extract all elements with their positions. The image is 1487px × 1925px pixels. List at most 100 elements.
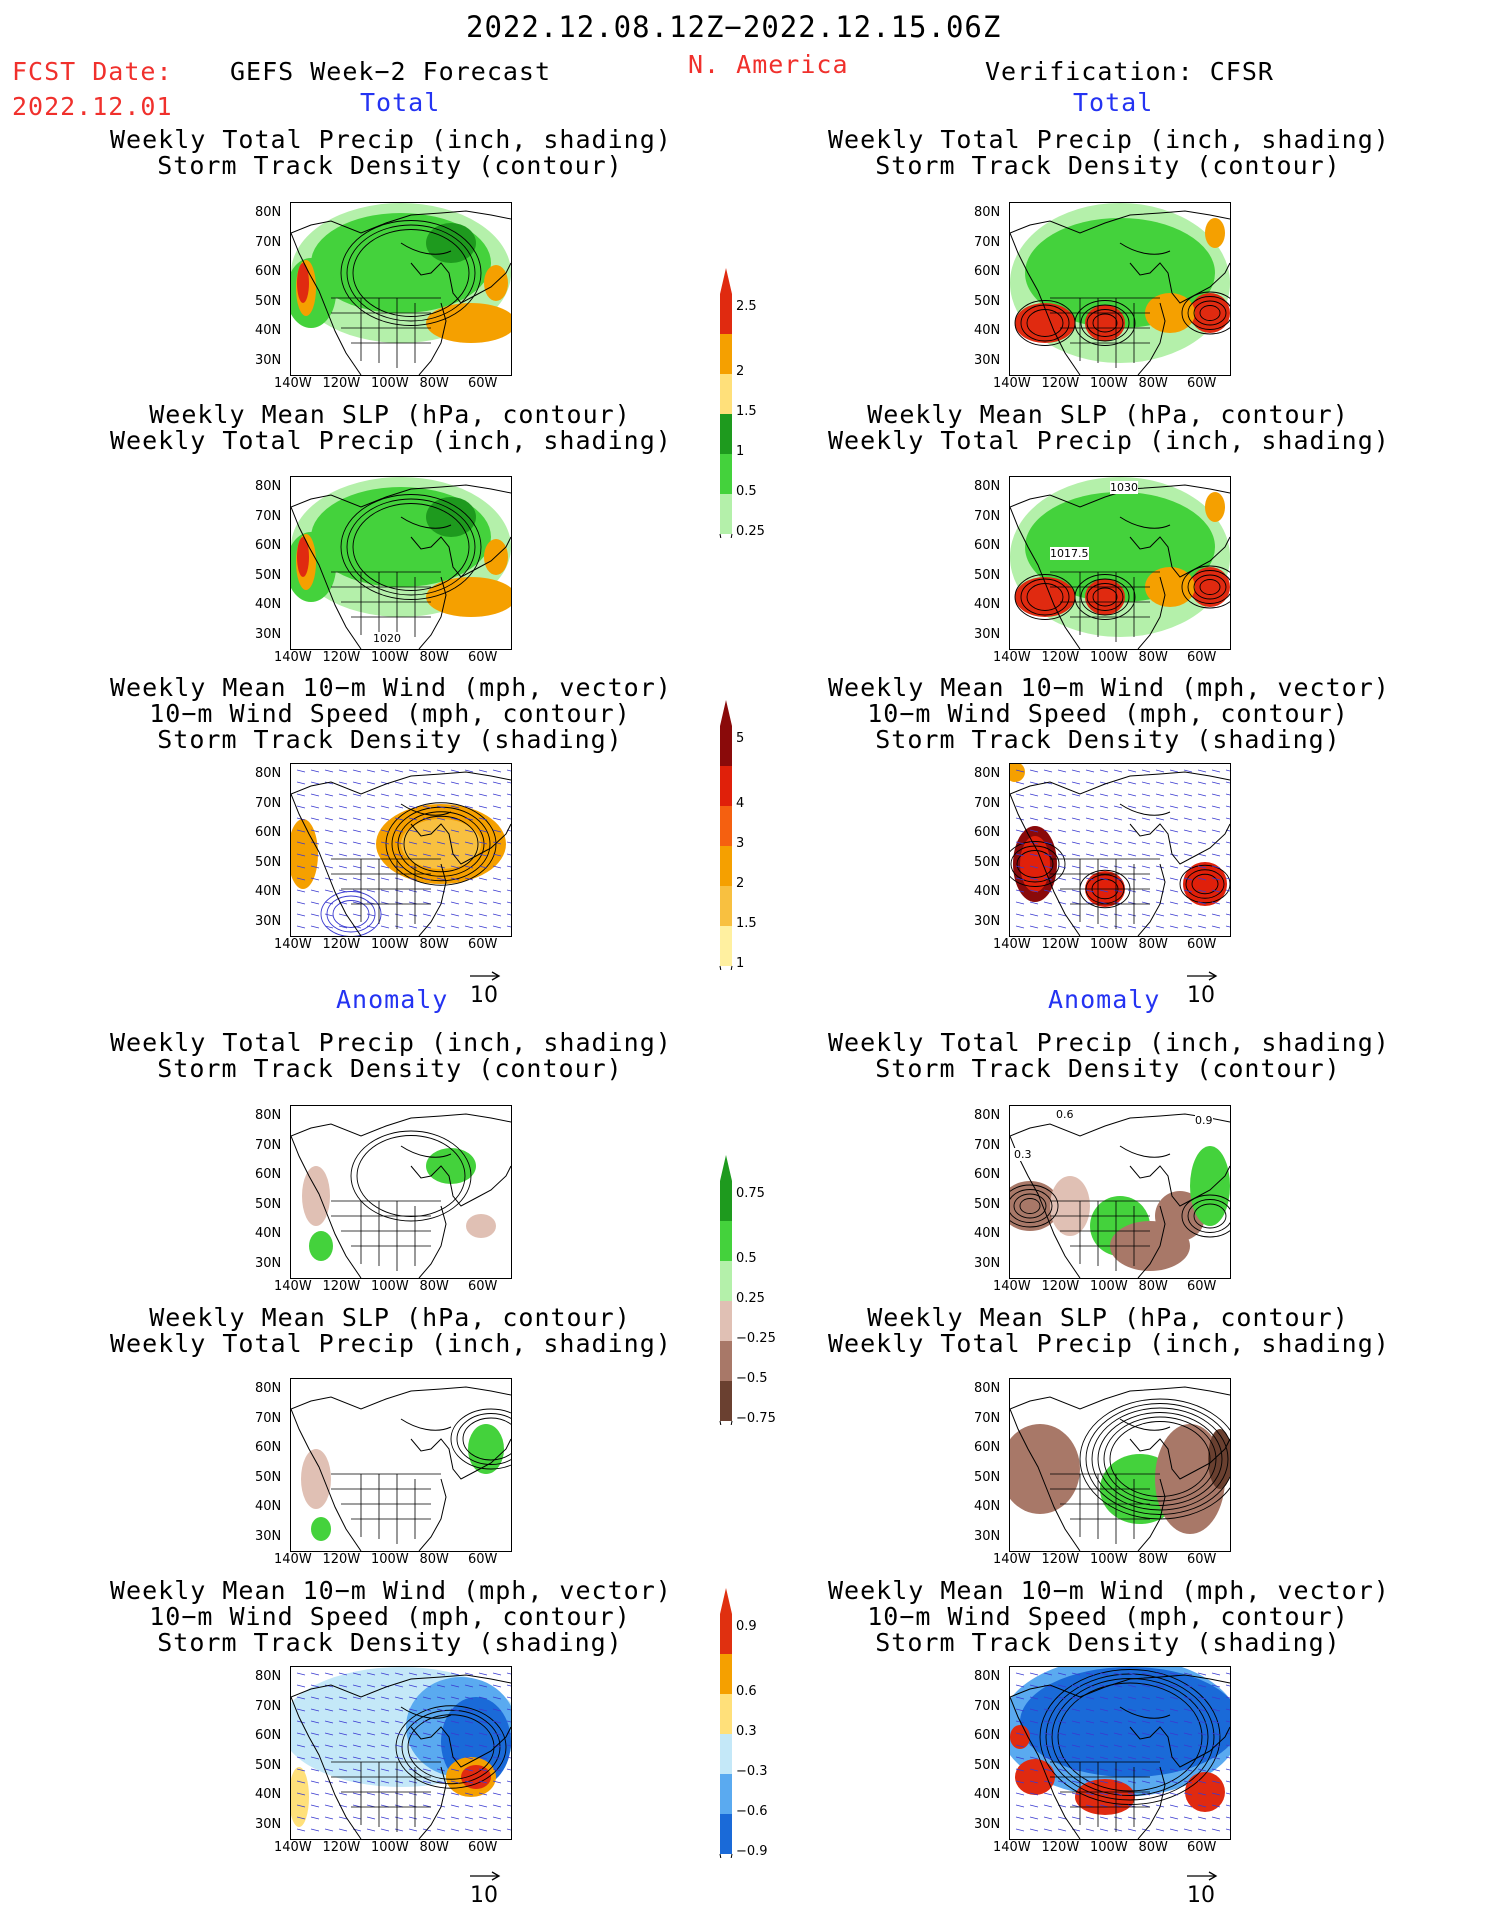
wind-vector	[492, 817, 502, 821]
fcst-precip-anom-title-line: Weekly Total Precip (inch, shading)	[110, 1028, 672, 1057]
wind-vector	[478, 1744, 488, 1748]
wind-vector	[1029, 1828, 1039, 1832]
wind-vector	[1127, 1744, 1137, 1748]
wind-vector	[324, 1732, 334, 1736]
lat-label: 50N	[255, 567, 282, 583]
lat-label: 80N	[974, 766, 1001, 781]
wind-vector	[1169, 1708, 1179, 1712]
cfsr-wind-track-title-line: Weekly Mean 10−m Wind (mph, vector)	[828, 673, 1390, 702]
wind-vector	[1197, 1708, 1207, 1712]
shading-area	[1010, 764, 1025, 782]
wind-vector	[1197, 805, 1207, 809]
lat-label: 80N	[255, 1381, 282, 1396]
wind-vector	[1169, 805, 1179, 809]
lat-label: 50N	[255, 1469, 282, 1485]
wind-vector	[450, 1696, 460, 1700]
colorbar-segment	[720, 1261, 732, 1301]
coastline	[291, 210, 511, 375]
wind-vector	[1211, 1684, 1221, 1688]
contour-line	[1187, 1199, 1230, 1233]
wind-vector	[338, 1672, 348, 1676]
coastline	[291, 1674, 511, 1839]
colorbar-top-arrow	[720, 268, 732, 294]
wind-vector	[1211, 1768, 1221, 1772]
lon-label: 100W	[371, 1552, 409, 1567]
wind-vector	[1043, 1720, 1053, 1724]
colorbar-segment	[720, 1654, 732, 1694]
cfsr-precip-anom-map-svg	[1010, 1113, 1230, 1278]
wind-vector	[1015, 1756, 1025, 1760]
wind-vector	[1155, 1744, 1165, 1748]
wind-vector	[1071, 889, 1081, 893]
contour-line	[1181, 565, 1230, 609]
wind-vector	[352, 1672, 362, 1676]
wind-vector	[366, 1708, 376, 1712]
wind-vector	[1169, 889, 1179, 893]
wind-vector	[506, 1804, 511, 1807]
wind-vector	[1183, 781, 1193, 785]
wind-vector	[324, 829, 334, 833]
shading-area	[1015, 1759, 1055, 1795]
wind-vector	[296, 889, 306, 893]
wind-vector	[478, 1768, 488, 1772]
wind-vector	[1169, 901, 1179, 905]
wind-vector	[1015, 1672, 1025, 1676]
wind-vector	[352, 793, 362, 797]
wind-vector	[1099, 1744, 1109, 1748]
wind-vector	[380, 1768, 390, 1772]
lon-label: 60W	[468, 937, 498, 952]
cfsr-slp-precip-title: Weekly Mean SLP (hPa, contour) Weekly Tot…	[828, 402, 1389, 454]
wind-vector	[478, 853, 488, 857]
wind-vector	[436, 1708, 446, 1712]
wind-vector	[492, 1720, 502, 1724]
wind-vector	[464, 1828, 474, 1832]
wind-vector	[296, 1696, 306, 1700]
wind-vector	[1043, 901, 1053, 905]
wind-vector	[1183, 769, 1193, 773]
lon-label: 80W	[1138, 937, 1168, 952]
wind-vector	[1197, 1816, 1207, 1820]
colorbar-segment	[720, 1341, 732, 1381]
wind-vector	[1211, 781, 1221, 785]
contour-line	[1019, 1198, 1041, 1214]
wind-vector	[1029, 1768, 1039, 1772]
wind-vector	[324, 865, 334, 869]
wind-vector	[1225, 865, 1230, 868]
wind-vector	[310, 1804, 320, 1808]
wind-vector	[394, 913, 404, 917]
wind-vector	[1015, 829, 1025, 833]
wind-vector	[422, 1684, 432, 1688]
wind-vector	[1015, 1684, 1025, 1688]
contour-line	[1109, 1421, 1211, 1497]
wind-vector	[492, 1804, 502, 1808]
wind-vector	[1085, 1672, 1095, 1676]
wind-vector	[1169, 1780, 1179, 1784]
wind-vector	[1015, 1816, 1025, 1820]
wind-vector	[1225, 769, 1230, 772]
cfsr-wind-track-map-svg	[1010, 764, 1230, 936]
wind-vector	[1085, 1756, 1095, 1760]
contour-line	[1014, 300, 1076, 346]
wind-vector	[366, 1672, 376, 1676]
wind-vector	[1057, 1696, 1067, 1700]
wind-vector	[380, 1816, 390, 1820]
wind-vector	[1029, 1792, 1039, 1796]
fcst-wind-anom-title-line: Weekly Mean 10−m Wind (mph, vector)	[110, 1576, 672, 1605]
wind-vector	[450, 1672, 460, 1676]
wind-vector	[352, 913, 362, 917]
wind-vector	[422, 841, 432, 845]
wind-vector	[1015, 1768, 1025, 1772]
shading-area	[309, 1231, 333, 1261]
wind-vector	[506, 925, 511, 928]
wind-vector	[1183, 901, 1193, 905]
wind-vector	[1043, 1804, 1053, 1808]
wind-vector	[296, 1768, 306, 1772]
lon-label: 60W	[1187, 1279, 1217, 1294]
wind-vector	[1029, 1708, 1039, 1712]
wind-vector	[310, 1744, 320, 1748]
wind-vector	[422, 817, 432, 821]
wind-vector	[296, 1672, 306, 1676]
wind-vector	[310, 889, 320, 893]
wind-vector	[450, 901, 460, 905]
wind-vector	[436, 925, 446, 929]
